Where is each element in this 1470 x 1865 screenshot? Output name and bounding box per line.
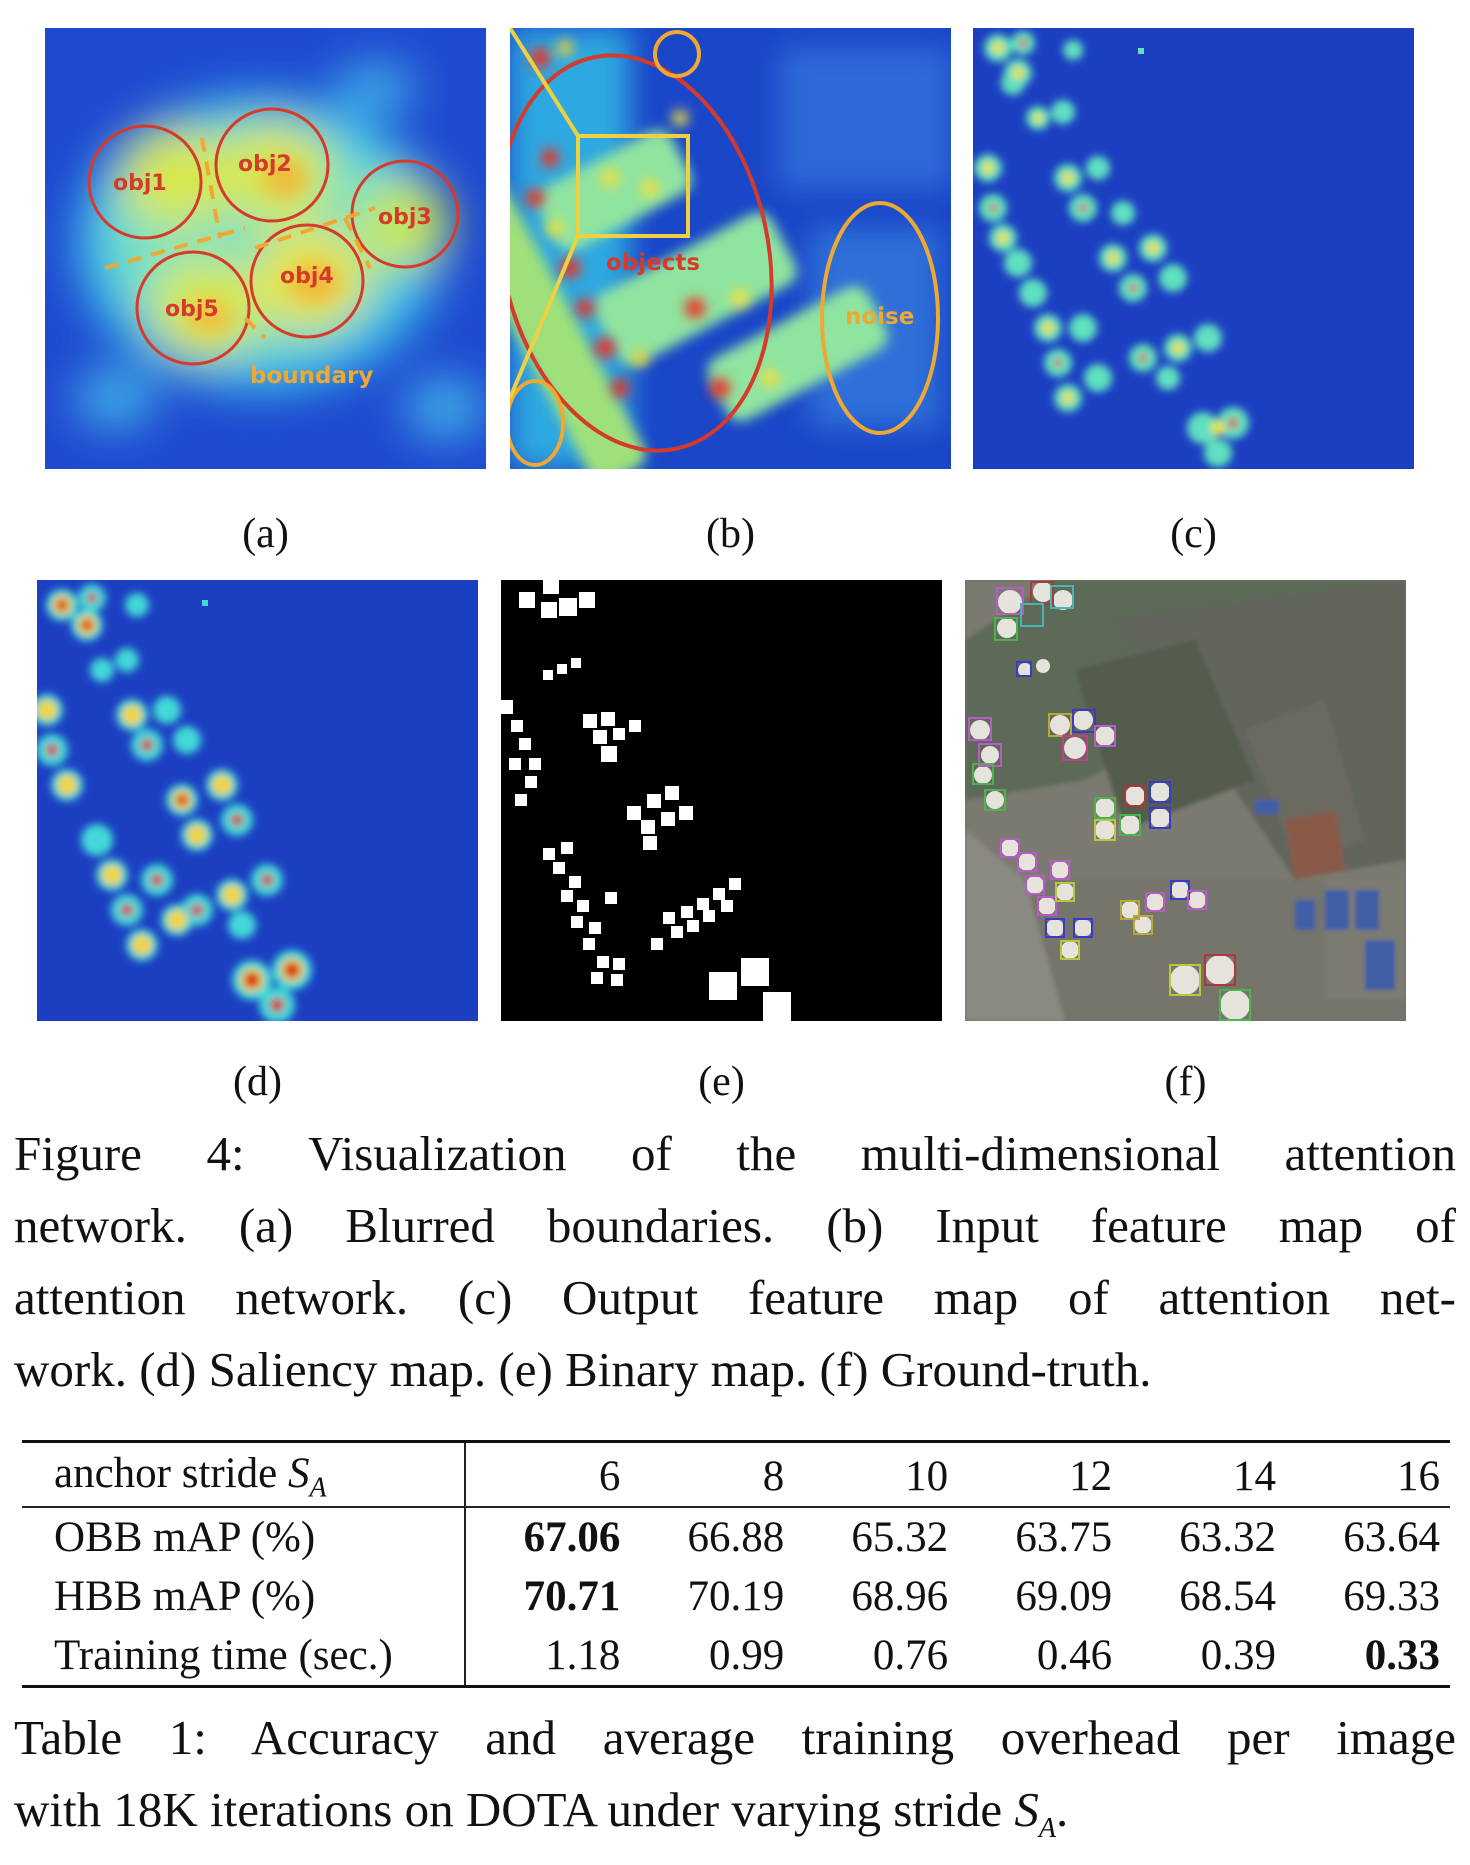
row-label: Training time (sec.) [22, 1626, 466, 1688]
figure-caption-line-3: attention network. (c) Output feature ma… [14, 1270, 1456, 1325]
value-cell: 66.88 [630, 1506, 795, 1567]
value-cell: 67.06 [465, 1506, 631, 1567]
panel-d-saliency-map [37, 580, 478, 1021]
panel-a-label: (a) [242, 511, 289, 557]
panel-c-image [973, 28, 1414, 469]
panel-e-label: (e) [698, 1059, 745, 1105]
panel-b-image: objects noise [510, 28, 951, 469]
table-row: OBB mAP (%) 67.06 66.88 65.32 63.75 63.3… [22, 1506, 1450, 1567]
boundary-lines [104, 137, 376, 340]
table-row: Training time (sec.) 1.18 0.99 0.76 0.46… [22, 1626, 1450, 1688]
noise-ellipse [820, 201, 940, 435]
value-cell: 0.39 [1122, 1626, 1287, 1688]
value-cell: 68.54 [1179, 1573, 1277, 1620]
value-cell: 70.71 [523, 1573, 621, 1620]
stride-cell: 8 [630, 1440, 795, 1507]
stride-cell: 12 [958, 1440, 1123, 1507]
value-cell: 63.64 [1286, 1506, 1450, 1567]
panel-a-image: obj1 obj2 obj3 obj4 obj5 boundary [45, 28, 486, 469]
panel-a-heatmap: obj1 obj2 obj3 obj4 obj5 boundary [45, 28, 486, 469]
boundary-label: boundary [250, 363, 373, 389]
panel-f-image [965, 580, 1406, 1021]
table-row: HBB mAP (%) 70.71 70.19 68.96 69.09 68.5… [22, 1567, 1450, 1626]
obj4-circle [249, 223, 365, 339]
noise-label: noise [845, 304, 914, 330]
value-cell: 0.46 [958, 1626, 1123, 1688]
stride-cell: 14 [1122, 1440, 1287, 1507]
obj1-circle [87, 124, 203, 240]
panel-f-ground-truth [965, 580, 1406, 1021]
objects-ellipse [510, 53, 774, 453]
panel-b-heatmap: objects noise [510, 28, 951, 469]
panel-f-label: (f) [1164, 1059, 1207, 1105]
zoom-box [576, 134, 690, 238]
panel-d-image [37, 580, 478, 1021]
figure-caption-line-2: network. (a) Blurred boundaries. (b) Inp… [14, 1198, 1456, 1253]
value-cell: 69.33 [1343, 1573, 1440, 1620]
value-cell: 63.75 [958, 1506, 1123, 1567]
obj5-circle [135, 250, 251, 366]
obj4-label: obj4 [280, 264, 334, 289]
noise-ellipse-left [510, 379, 565, 467]
value-cell: 0.99 [630, 1626, 795, 1688]
value-cell: 70.19 [687, 1573, 785, 1620]
value-cell: 68.96 [851, 1573, 949, 1620]
value-cell: 65.32 [794, 1506, 959, 1567]
obj2-label: obj2 [238, 152, 292, 177]
value-cell: 63.32 [1122, 1506, 1287, 1567]
header-label-cell: anchor stride SA [22, 1440, 466, 1507]
figure-caption-line-1: Figure 4: Visualization of the multi-dim… [14, 1126, 1456, 1181]
stride-cell: 16 [1286, 1440, 1450, 1507]
figure-caption: Figure 4: Visualization of the multi-dim… [14, 1118, 1456, 1406]
value-cell: 69.09 [1015, 1573, 1113, 1620]
obj5-label: obj5 [165, 297, 219, 322]
table-caption-line-1: Table 1: Accuracy and average training o… [14, 1710, 1456, 1765]
panel-c-output-map [973, 28, 1414, 469]
panel-c-label: (c) [1170, 511, 1217, 557]
noise-circle-top [653, 30, 701, 78]
obj1-label: obj1 [113, 171, 167, 196]
panel-e-binary-map [501, 580, 942, 1021]
panel-e-image [501, 580, 942, 1021]
results-table: anchor stride SA 6 8 10 12 14 16 OBB mAP… [22, 1440, 1450, 1688]
row-label: OBB mAP (%) [22, 1506, 466, 1567]
stride-cell: 10 [794, 1440, 959, 1507]
table-header-row: anchor stride SA 6 8 10 12 14 16 [22, 1440, 1450, 1507]
value-cell: 0.76 [794, 1626, 959, 1688]
table-caption-line-2: with 18K iterations on DOTA under varyin… [14, 1782, 1069, 1844]
panel-b-label: (b) [706, 511, 755, 557]
objects-label: objects [606, 250, 700, 276]
table-caption: Table 1: Accuracy and average training o… [14, 1702, 1456, 1865]
panel-d-label: (d) [233, 1059, 282, 1105]
figure-caption-line-4: work. (d) Saliency map. (e) Binary map. … [14, 1342, 1152, 1397]
stride-cell: 6 [465, 1440, 631, 1507]
obj2-circle [214, 107, 330, 223]
value-cell: 0.33 [1286, 1626, 1450, 1688]
value-cell: 1.18 [465, 1626, 631, 1688]
row-label: HBB mAP (%) [22, 1567, 466, 1626]
obj3-label: obj3 [378, 205, 432, 230]
